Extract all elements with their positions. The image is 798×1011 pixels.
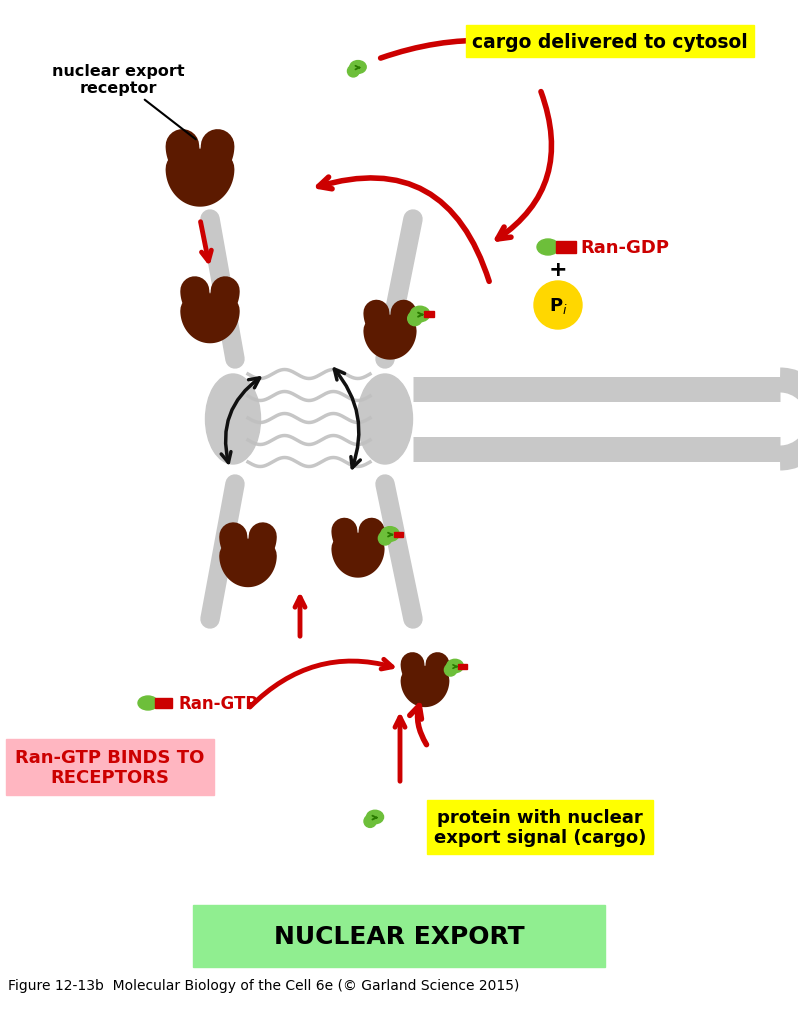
Circle shape xyxy=(408,312,422,327)
Text: Ran-GDP: Ran-GDP xyxy=(580,239,669,257)
Text: Ran-GTP: Ran-GTP xyxy=(178,695,258,713)
Text: Ran-GTP BINDS TO
RECEPTORS: Ran-GTP BINDS TO RECEPTORS xyxy=(15,748,205,787)
Ellipse shape xyxy=(206,375,260,464)
Bar xyxy=(155,699,172,709)
Circle shape xyxy=(444,664,456,676)
Text: P$_i$: P$_i$ xyxy=(548,295,567,315)
Ellipse shape xyxy=(537,240,559,256)
Bar xyxy=(556,242,576,254)
Text: +: + xyxy=(549,260,567,280)
Text: Figure 12-13b  Molecular Biology of the Cell 6e (© Garland Science 2015): Figure 12-13b Molecular Biology of the C… xyxy=(8,978,519,992)
Ellipse shape xyxy=(381,527,399,542)
Ellipse shape xyxy=(375,409,405,450)
Circle shape xyxy=(378,532,392,546)
Circle shape xyxy=(364,815,376,828)
Circle shape xyxy=(347,66,359,78)
Bar xyxy=(393,532,404,538)
Ellipse shape xyxy=(350,62,366,75)
Ellipse shape xyxy=(213,389,243,430)
Ellipse shape xyxy=(447,659,464,673)
Ellipse shape xyxy=(138,697,158,711)
Ellipse shape xyxy=(366,811,384,824)
Bar xyxy=(424,312,434,317)
Ellipse shape xyxy=(375,389,405,430)
Ellipse shape xyxy=(213,409,243,450)
Bar xyxy=(458,664,468,669)
Text: NUCLEAR EXPORT: NUCLEAR EXPORT xyxy=(274,924,524,948)
Text: protein with nuclear
export signal (cargo): protein with nuclear export signal (carg… xyxy=(434,808,646,846)
Text: cargo delivered to cytosol: cargo delivered to cytosol xyxy=(472,32,748,52)
Ellipse shape xyxy=(410,307,429,323)
Circle shape xyxy=(534,282,582,330)
Ellipse shape xyxy=(358,375,413,464)
FancyBboxPatch shape xyxy=(193,905,605,968)
Text: nuclear export
receptor: nuclear export receptor xyxy=(52,64,196,141)
